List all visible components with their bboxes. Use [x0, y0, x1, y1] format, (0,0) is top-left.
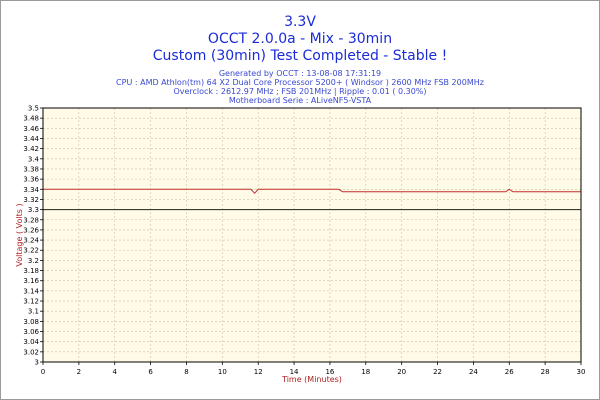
plot-border: [42, 107, 582, 363]
y-tick-label: 3.04: [23, 338, 39, 346]
y-tick-label: 3.26: [23, 226, 39, 234]
x-tick-label: 6: [148, 368, 153, 376]
y-axis-label: Voltage ( Volts ): [15, 203, 24, 266]
x-tick-label: 24: [469, 368, 478, 376]
y-tick-label: 3.46: [23, 125, 39, 133]
x-tick-label: 0: [41, 368, 45, 376]
x-tick-label: 18: [361, 368, 370, 376]
cpu-info: CPU : AMD Athlon(tm) 64 X2 Dual Core Pro…: [116, 78, 484, 87]
y-tick-label: 3.18: [23, 267, 39, 275]
x-tick-label: 2: [77, 368, 81, 376]
x-tick-label: 14: [290, 368, 299, 376]
x-tick-label: 20: [397, 368, 406, 376]
y-tick-label: 3.3: [28, 206, 39, 214]
voltage-series-line: [43, 188, 581, 195]
test-name: OCCT 2.0.0a - Mix - 30min: [207, 31, 393, 47]
y-tick-label: 3.5: [28, 105, 39, 113]
y-tick-label: 3.12: [23, 298, 39, 306]
x-tick-label: 10: [218, 368, 227, 376]
x-tick-label: 26: [505, 368, 514, 376]
motherboard-info: Motherboard Serie : ALiveNF5-VSTA: [228, 96, 372, 105]
y-tick-label: 3.42: [23, 145, 39, 153]
overclock-info: Overclock : 2612.97 MHz ; FSB 201MHz | R…: [173, 87, 427, 96]
x-tick-label: 16: [325, 368, 334, 376]
y-tick-label: 3.02: [23, 348, 39, 356]
y-tick-label: 3.32: [23, 196, 39, 204]
x-tick-label: 30: [577, 368, 586, 376]
y-tick-label: 3.14: [23, 287, 39, 295]
x-tick-label: 4: [112, 368, 117, 376]
y-tick-label: 3.16: [23, 277, 39, 285]
y-tick-label: 3.22: [23, 247, 39, 255]
y-tick-label: 3.38: [23, 165, 39, 173]
y-tick-label: 3.34: [23, 186, 39, 194]
y-tick-label: 3.2: [28, 257, 39, 265]
y-tick-label: 3.08: [23, 318, 39, 326]
y-tick-label: 3.06: [23, 328, 39, 336]
y-tick-label: 3.4: [28, 155, 40, 163]
test-status: Custom (30min) Test Completed - Stable !: [152, 48, 448, 64]
x-tick-label: 22: [433, 368, 442, 376]
x-tick-label: 8: [184, 368, 188, 376]
y-tick-label: 3.44: [23, 135, 39, 143]
y-tick-label: 3.48: [23, 115, 39, 123]
x-axis-label: Time (Minutes): [281, 375, 342, 384]
y-tick-label: 3: [35, 359, 39, 367]
y-tick-label: 3.36: [23, 176, 39, 184]
plot-area: [43, 108, 581, 362]
x-tick-label: 12: [254, 368, 263, 376]
x-tick-label: 28: [541, 368, 550, 376]
y-tick-label: 3.28: [23, 216, 39, 224]
generated-info: Generated by OCCT : 13-08-08 17:31:19: [218, 69, 382, 78]
y-tick-label: 3.24: [23, 237, 39, 245]
chart-title: 3.3V: [284, 14, 316, 30]
y-tick-label: 3.1: [28, 308, 39, 316]
